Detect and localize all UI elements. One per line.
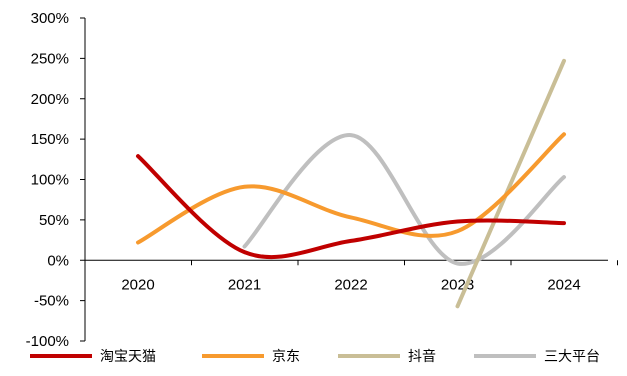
y-tick-label: -50% bbox=[34, 293, 69, 310]
y-tick-label: 0% bbox=[47, 252, 69, 269]
x-tick-label: 2022 bbox=[334, 276, 367, 293]
series-lines bbox=[136, 58, 566, 309]
legend-label: 京东 bbox=[272, 349, 300, 365]
series-line-3 bbox=[242, 133, 566, 266]
x-tick-label: 2024 bbox=[547, 276, 580, 293]
y-axis: 300% 250% 200% 150% 100% 50% 0% -50% -100% bbox=[26, 10, 86, 350]
y-tick-label: 200% bbox=[31, 91, 69, 108]
x-tick-label: 2020 bbox=[121, 276, 154, 293]
legend-label: 抖音 bbox=[408, 348, 436, 365]
y-tick-label: 150% bbox=[31, 131, 69, 148]
x-tick-label: 2021 bbox=[228, 276, 261, 293]
x-axis: 2020 2021 2022 2023 2024 bbox=[84, 259, 618, 293]
legend-label: 淘宝天猫 bbox=[100, 349, 156, 365]
legend: 淘宝天猫 京东 抖音 三大平台 bbox=[30, 348, 600, 365]
y-tick-label: 100% bbox=[31, 172, 69, 189]
y-tick-label: -100% bbox=[26, 333, 69, 350]
y-tick-label: 300% bbox=[31, 10, 69, 27]
legend-label: 三大平台 bbox=[544, 349, 600, 365]
y-tick-label: 250% bbox=[31, 50, 69, 67]
series-line-0 bbox=[136, 154, 566, 260]
series-line-1 bbox=[136, 132, 566, 245]
y-tick-label: 50% bbox=[39, 212, 69, 229]
series-line-2 bbox=[455, 58, 566, 309]
